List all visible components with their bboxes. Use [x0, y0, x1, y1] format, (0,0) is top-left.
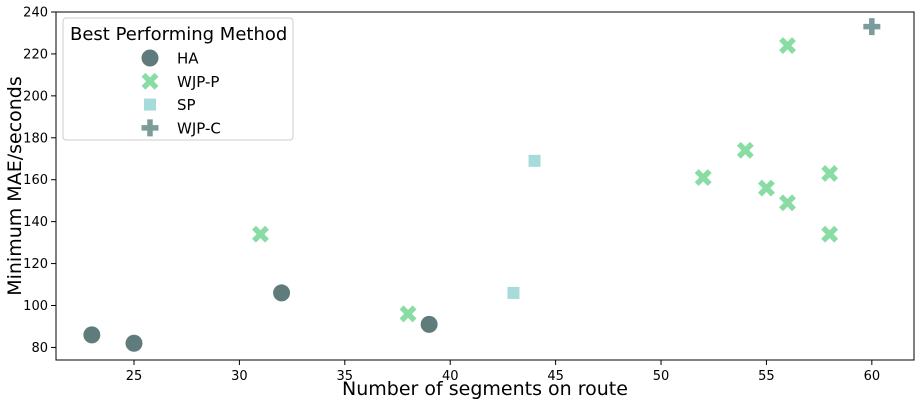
y-tick-label: 120 — [23, 257, 48, 272]
data-point-wjp-c — [863, 18, 881, 36]
y-tick-label: 100 — [23, 299, 48, 314]
data-point-sp — [507, 286, 520, 299]
x-tick-label: 25 — [126, 369, 143, 384]
plot-frame — [55, 11, 915, 361]
y-tick-label: 220 — [23, 47, 48, 62]
data-point-ha — [420, 315, 438, 333]
x-tick-label: 40 — [442, 369, 459, 384]
x-tick-label: 50 — [653, 369, 670, 384]
legend-marker-sp — [144, 98, 156, 111]
legend-label: WJP-P — [177, 73, 219, 91]
legend-items: HA WJP-P SP WJP-C — [141, 49, 221, 137]
legend-title: Best Performing Method — [70, 24, 287, 45]
data-point-ha — [273, 284, 291, 302]
y-axis-ticks: 80 100 120 140 160 180 200 220 240 — [23, 6, 56, 356]
data-point-ha — [83, 326, 101, 344]
data-point-wjp-p — [779, 194, 796, 212]
data-point-wjp-p — [252, 225, 269, 243]
data-point-sp — [528, 154, 541, 167]
x-axis-label: Number of segments on route — [342, 378, 628, 400]
data-point-wjp-p — [736, 141, 754, 159]
data-point-wjp-p — [399, 305, 417, 323]
data-point-wjp-p — [757, 179, 775, 197]
y-tick-label: 140 — [23, 215, 48, 230]
y-tick-label: 80 — [31, 341, 48, 356]
data-point-wjp-p — [779, 37, 796, 54]
y-tick-label: 180 — [23, 131, 48, 146]
legend-marker-ha — [141, 49, 159, 67]
data-points — [83, 18, 881, 352]
legend: Best Performing Method HA WJP-P SP WJP-C — [62, 17, 294, 141]
x-tick-label: 30 — [231, 369, 248, 384]
data-point-wjp-p — [694, 169, 712, 187]
legend-box — [62, 17, 294, 141]
y-tick-label: 160 — [23, 173, 48, 188]
y-axis-label: Minimum MAE/seconds — [4, 76, 26, 296]
x-tick-label: 55 — [758, 369, 775, 384]
x-axis-ticks: 25 30 35 40 45 50 55 60 — [126, 360, 880, 384]
y-tick-label: 240 — [23, 6, 48, 21]
x-tick-label: 35 — [337, 369, 354, 384]
data-point-ha — [125, 334, 143, 352]
x-tick-label: 45 — [547, 369, 564, 384]
legend-marker-wjp-p — [141, 72, 159, 90]
x-tick-label: 60 — [864, 369, 881, 384]
data-point-wjp-p — [821, 164, 839, 182]
y-tick-label: 200 — [23, 89, 48, 104]
legend-label: WJP-C — [177, 119, 221, 137]
legend-marker-wjp-c — [141, 119, 159, 137]
data-point-wjp-p — [821, 225, 839, 243]
legend-label: SP — [177, 96, 196, 114]
legend-label: HA — [177, 50, 199, 68]
